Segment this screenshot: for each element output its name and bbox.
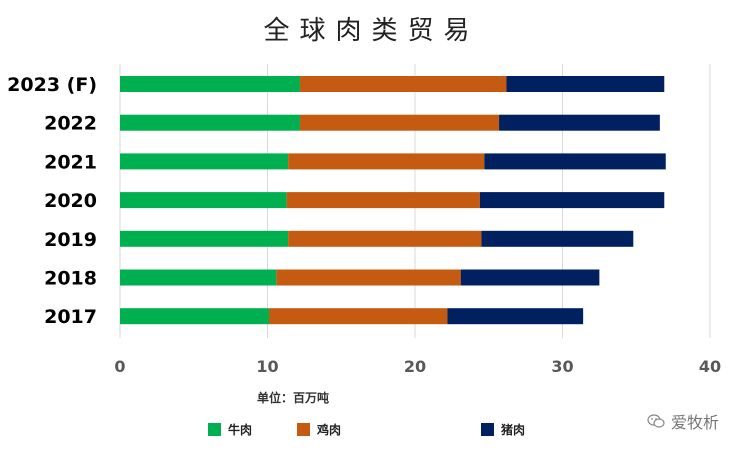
x-tick-label: 40 <box>699 357 721 376</box>
y-category-label: 2018 <box>44 268 97 290</box>
x-axis-labels: 0 10 20 30 40 <box>114 357 721 376</box>
bar-chicken-3 <box>286 192 480 209</box>
y-axis-labels: 2023 (F) 2022 2021 2020 2019 2018 2017 <box>7 74 97 328</box>
unit-label: 单位：百万吨 <box>257 391 330 405</box>
bar-beef-0 <box>120 76 300 92</box>
bar-beef-5 <box>120 269 277 286</box>
legend-label-pork: 猪肉 <box>501 423 526 437</box>
bar-beef-1 <box>120 114 300 131</box>
watermark-text: 爱牧析 <box>670 413 719 432</box>
bar-beef-6 <box>120 308 269 325</box>
bar-pork-3 <box>479 192 665 209</box>
chart-title: 全球肉类贸易 <box>263 16 480 46</box>
legend: 牛肉 鸡肉 猪肉 <box>0 421 743 441</box>
legend-item-chicken: 鸡肉 <box>297 421 341 438</box>
bar-beef-3 <box>120 192 287 209</box>
bar-chicken-5 <box>276 269 461 286</box>
bar-pork-6 <box>447 308 584 325</box>
bar-beef-4 <box>120 230 289 247</box>
legend-swatch-chicken <box>297 423 310 436</box>
x-tick-label: 0 <box>114 357 125 376</box>
y-category-label: 2019 <box>44 229 97 251</box>
bar-pork-5 <box>460 269 600 286</box>
x-tick-label: 30 <box>551 357 573 376</box>
bar-chicken-4 <box>288 230 482 247</box>
y-category-label: 2017 <box>44 306 97 328</box>
y-category-label: 2022 <box>44 113 97 135</box>
bar-beef-2 <box>120 153 289 170</box>
y-category-label: 2021 <box>44 151 97 173</box>
legend-item-beef: 牛肉 <box>208 421 252 438</box>
watermark: 爱牧析 <box>647 409 719 433</box>
legend-label-beef: 牛肉 <box>228 423 253 437</box>
legend-label-chicken: 鸡肉 <box>317 423 342 437</box>
wechat-icon <box>647 414 665 428</box>
bar-chicken-2 <box>288 153 485 170</box>
bars-group <box>120 76 666 325</box>
legend-swatch-beef <box>208 423 221 436</box>
x-tick-label: 20 <box>404 357 426 376</box>
y-category-label: 2023 (F) <box>7 74 97 96</box>
y-category-label: 2020 <box>44 190 97 212</box>
legend-item-pork: 猪肉 <box>481 421 525 438</box>
legend-swatch-pork <box>481 423 494 436</box>
bar-pork-4 <box>481 230 634 247</box>
bar-chicken-1 <box>299 114 500 131</box>
bar-pork-2 <box>484 153 666 170</box>
bar-chicken-0 <box>299 76 507 92</box>
bar-pork-0 <box>506 76 665 92</box>
bar-chicken-6 <box>268 308 448 325</box>
bar-pork-1 <box>499 114 660 131</box>
x-tick-label: 10 <box>256 357 278 376</box>
